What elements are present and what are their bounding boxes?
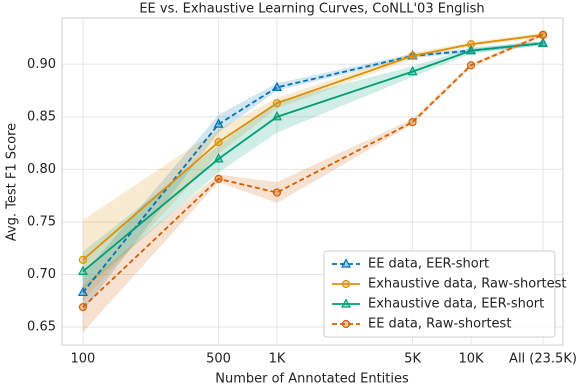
legend: EE data, EER-short Exhaustive data, Raw-s… — [323, 250, 567, 338]
chart-title: EE vs. Exhaustive Learning Curves, CoNLL… — [139, 2, 484, 17]
legend-label: Exhaustive data, Raw-shortest — [368, 277, 567, 292]
y-axis-label: Avg. Test F1 Score — [5, 123, 20, 241]
series-line — [82, 33, 544, 261]
x-axis-label: Number of Annotated Entities — [215, 372, 409, 387]
y-tick-label: 0.75 — [27, 214, 56, 229]
marker — [213, 118, 224, 128]
marker — [271, 111, 282, 121]
legend-marker — [341, 279, 351, 289]
marker — [78, 255, 88, 264]
marker — [407, 65, 418, 76]
x-tick-label: 100 — [71, 352, 96, 367]
marker — [465, 44, 476, 55]
x-tick-label: 10K — [458, 352, 484, 367]
legend-marker — [341, 319, 351, 329]
y-tick-label: 0.70 — [27, 267, 56, 282]
series-line — [82, 42, 544, 273]
marker — [272, 188, 282, 197]
x-tick-label: 5K — [404, 352, 421, 367]
x-tick-label: 500 — [206, 352, 231, 367]
legend-box — [323, 250, 556, 338]
plot-frame — [61, 17, 564, 346]
y-tick-label: 0.90 — [27, 57, 56, 72]
y-tick-label: 0.80 — [27, 162, 56, 177]
legend-marker — [341, 298, 351, 308]
marker — [408, 51, 417, 60]
legend-marker — [341, 258, 351, 268]
legend-label: Exhaustive data, EER-short — [368, 297, 544, 312]
series-line — [82, 42, 544, 293]
confidence-band — [82, 32, 543, 301]
confidence-band — [82, 41, 543, 312]
y-tick-label: 0.85 — [27, 109, 56, 124]
marker — [408, 117, 417, 127]
marker — [78, 303, 88, 312]
x-tick-label: All (23.5K) — [509, 352, 577, 367]
x-tick-label: 1K — [269, 352, 286, 367]
y-tick-label: 0.65 — [27, 320, 56, 335]
marker — [466, 61, 476, 70]
legend-label: EE data, EER-short — [368, 257, 489, 272]
marker — [537, 37, 548, 47]
marker — [213, 153, 224, 163]
marker — [214, 174, 223, 183]
series-line — [82, 33, 544, 308]
marker — [538, 30, 548, 39]
marker — [214, 137, 223, 147]
marker — [77, 286, 88, 297]
marker — [271, 81, 282, 91]
marker — [77, 265, 88, 275]
marker — [466, 40, 476, 49]
legend-label: EE data, Raw-shortest — [368, 317, 511, 332]
marker — [272, 99, 282, 108]
